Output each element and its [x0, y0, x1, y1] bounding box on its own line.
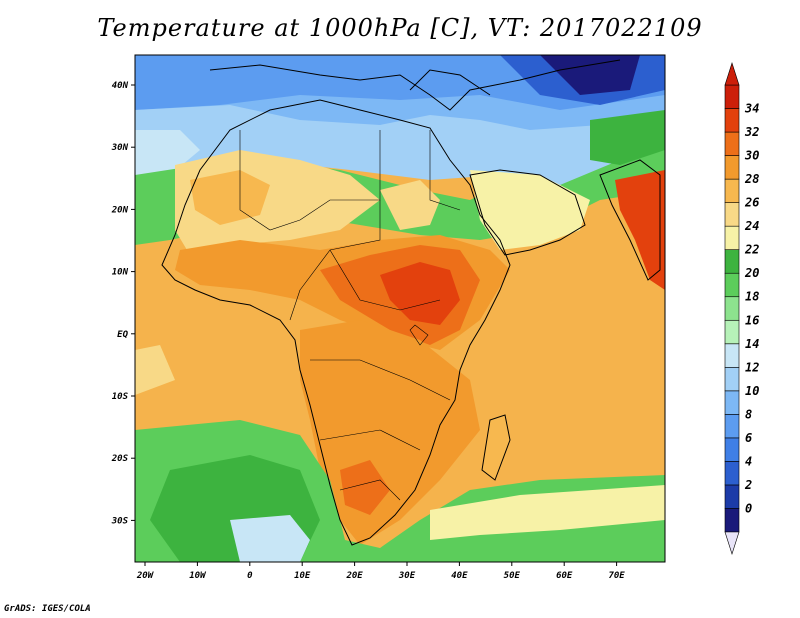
colorbar-label: 2 — [744, 478, 752, 492]
lat-label: EQ — [117, 330, 128, 340]
coastlines — [161, 59, 661, 546]
colorbar-label: 16 — [745, 313, 759, 327]
lon-label: 20E — [345, 571, 363, 581]
colorbar-label: 34 — [744, 102, 759, 116]
lat-label: 10N — [112, 268, 129, 278]
lon-label: 40E — [451, 571, 468, 581]
colorbar-swatch — [724, 414, 740, 439]
lat-label: 40N — [112, 81, 129, 91]
colorbar-swatch — [724, 84, 740, 109]
colorbar-swatch — [724, 272, 740, 298]
colorbar-label: 24 — [744, 219, 759, 233]
colorbar-label: 14 — [745, 337, 759, 351]
lat-label: 10S — [112, 392, 129, 402]
lon-label: 60E — [556, 571, 573, 581]
lon-label: 10E — [294, 571, 311, 581]
lon-label: 20W — [136, 571, 155, 581]
colorbar-swatch — [724, 461, 740, 486]
lat-label: 20N — [111, 205, 129, 215]
colorbar-label: 6 — [745, 431, 752, 445]
colorbar-swatch — [724, 484, 740, 509]
lon-label: 30E — [398, 571, 416, 581]
lat-label: 30S — [111, 516, 129, 526]
colorbar-swatch — [724, 178, 740, 203]
colorbar-label: 26 — [744, 196, 759, 210]
colorbar-min-arrow — [724, 531, 740, 555]
lon-label: 70E — [608, 571, 625, 581]
software-credit: GrADS: IGES/COLA — [4, 604, 91, 614]
colorbar-swatch — [724, 367, 740, 392]
lon-label: 10W — [189, 571, 207, 581]
colorbar-label: 4 — [745, 454, 752, 468]
colorbar-swatch — [724, 155, 740, 180]
colorbar-label: 20 — [744, 266, 759, 280]
colorbar-label: 22 — [744, 243, 759, 257]
country-borders — [239, 130, 461, 501]
colorbar-swatch — [724, 225, 740, 250]
colorbar-swatch — [724, 437, 740, 462]
colorbar-swatch — [724, 108, 740, 133]
colorbar-label: 18 — [745, 290, 759, 304]
colorbar-swatch — [724, 343, 740, 368]
plot-frame — [134, 54, 666, 563]
colorbar-swatch — [724, 508, 740, 533]
colorbar-max-arrow — [724, 62, 740, 86]
lon-label: 0 — [247, 571, 253, 581]
temperature-field — [135, 55, 665, 562]
colorbar-swatch — [724, 249, 740, 274]
colorbar-label: 32 — [744, 125, 759, 139]
lon-label: 50E — [504, 571, 521, 581]
colorbar-swatch — [724, 296, 740, 321]
colorbar-swatch — [724, 202, 740, 227]
colorbar-label: 0 — [745, 501, 752, 515]
colorbar-label: 10 — [745, 384, 759, 398]
colorbar-swatch — [724, 319, 740, 345]
colorbar-label: 8 — [745, 407, 752, 421]
colorbar-label: 28 — [744, 172, 759, 186]
colorbar-label: 30 — [744, 149, 759, 163]
lat-label: 20S — [111, 454, 129, 464]
colorbar-swatch — [724, 131, 740, 156]
lat-label: 30N — [111, 143, 129, 153]
map-title: Temperature at 1000hPa [C], VT: 20170221… — [97, 14, 703, 42]
colorbar-swatch — [724, 390, 740, 415]
colorbar-label: 12 — [745, 360, 759, 374]
